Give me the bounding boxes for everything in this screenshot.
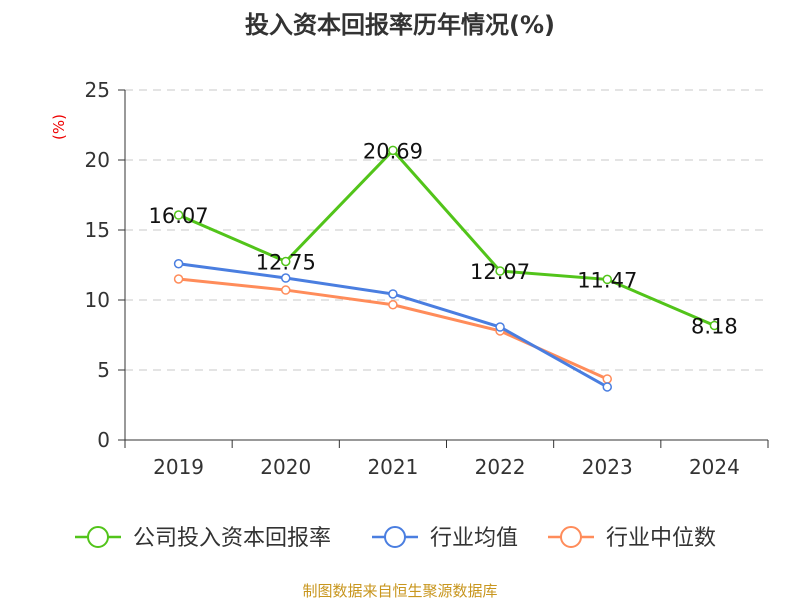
x-tick-label: 2020 bbox=[260, 455, 311, 479]
series-line bbox=[177, 148, 716, 327]
data-label: 11.47 bbox=[577, 268, 637, 292]
x-tick-label: 2023 bbox=[582, 455, 633, 479]
data-point bbox=[602, 274, 612, 285]
legend-marker bbox=[560, 526, 582, 548]
x-tick-label: 2021 bbox=[367, 455, 418, 479]
data-point bbox=[173, 210, 184, 220]
data-point bbox=[495, 266, 505, 276]
legend-label: 公司投入资本回报率 bbox=[133, 526, 331, 551]
data-label: 12.75 bbox=[256, 251, 316, 275]
data-point bbox=[602, 382, 612, 392]
series-line bbox=[178, 262, 608, 389]
data-label: 16.07 bbox=[149, 204, 209, 228]
data-point bbox=[495, 322, 505, 332]
data-point bbox=[173, 258, 184, 269]
x-tick-label: 2019 bbox=[153, 455, 204, 479]
source-note: 制图数据来自恒生聚源数据库 bbox=[302, 582, 497, 600]
y-tick-label: 15 bbox=[85, 218, 110, 242]
y-tick-label: 0 bbox=[97, 428, 110, 452]
y-tick-label: 25 bbox=[85, 78, 110, 102]
legend-marker bbox=[384, 526, 406, 548]
chart-title: 投入资本回报率历年情况(%) bbox=[245, 11, 555, 39]
y-tick-label: 5 bbox=[97, 358, 110, 382]
x-tick-label: 2024 bbox=[689, 455, 740, 479]
legend-marker bbox=[87, 526, 109, 548]
y-axis-unit: (%) bbox=[50, 114, 68, 140]
y-tick-label: 20 bbox=[85, 148, 110, 172]
legend-label: 行业均值 bbox=[430, 526, 518, 551]
data-point bbox=[388, 289, 398, 299]
data-point bbox=[173, 274, 184, 284]
data-point bbox=[281, 273, 291, 283]
data-label: 8.18 bbox=[691, 314, 738, 338]
y-tick-label: 10 bbox=[85, 288, 110, 312]
data-point bbox=[388, 300, 398, 310]
data-point bbox=[388, 145, 398, 156]
data-point bbox=[709, 320, 720, 331]
data-label: 12.07 bbox=[470, 260, 530, 284]
x-tick-label: 2022 bbox=[475, 455, 526, 479]
legend-label: 行业中位数 bbox=[606, 526, 716, 551]
data-point bbox=[281, 256, 291, 267]
data-point bbox=[602, 374, 612, 384]
data-point bbox=[281, 285, 291, 295]
data-label: 20.69 bbox=[363, 139, 423, 163]
